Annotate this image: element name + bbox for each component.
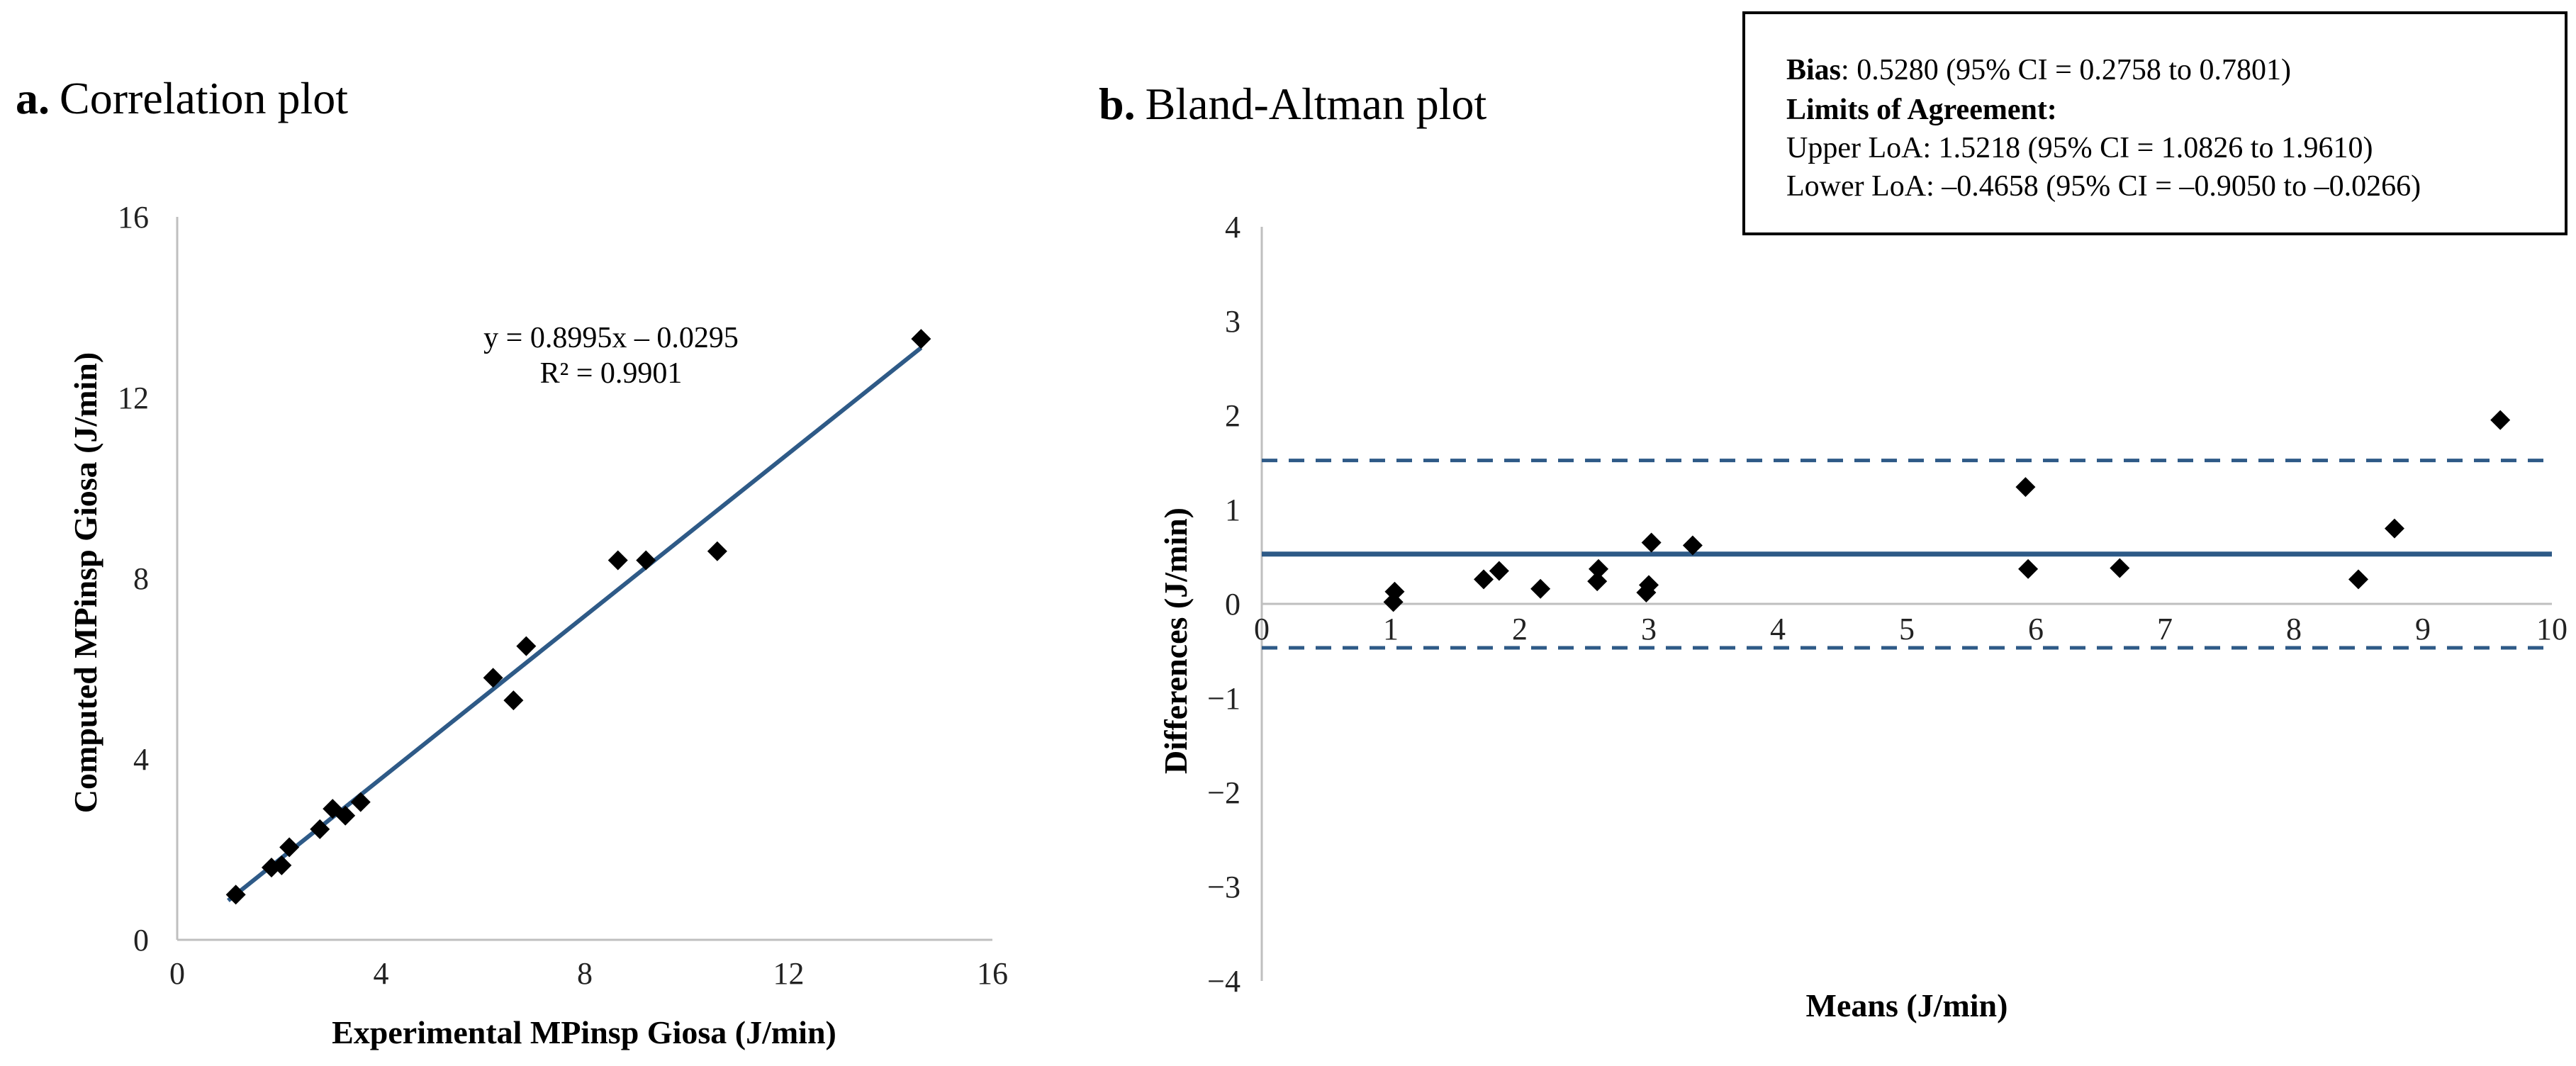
loa-heading: Limits of Agreement:: [1786, 94, 2057, 126]
bland-altman-x-tick-label: 8: [2286, 612, 2302, 646]
bland-altman-x-tick-label: 9: [2415, 612, 2431, 646]
bland-altman-x-tick-label: 7: [2157, 612, 2173, 646]
bland-altman-x-tick-label: 3: [1641, 612, 1657, 646]
correlation-x-tick-label: 0: [169, 956, 185, 991]
correlation-data-point: [503, 690, 524, 711]
bland-altman-x-tick-label: 1: [1383, 612, 1399, 646]
bland-altman-data-point: [2018, 559, 2039, 579]
bias-line: Bias: 0.5280 (95% CI = 0.2758 to 0.7801): [1786, 54, 2291, 86]
bland-altman-data-point: [1474, 569, 1494, 590]
correlation-data-point: [516, 636, 537, 656]
correlation-data-point: [350, 792, 371, 812]
bland-altman-reference-lines: [1262, 459, 2552, 650]
bland-altman-x-tick-label: 0: [1254, 612, 1270, 646]
bland-altman-data-point: [1384, 581, 1405, 602]
bland-altman-y-tick-label: 1: [1225, 493, 1241, 527]
correlation-data-point: [911, 329, 931, 349]
correlation-y-tick-label: 0: [133, 923, 149, 958]
r-squared-label: R² = 0.9901: [540, 357, 683, 390]
correlation-data-point: [636, 550, 656, 571]
correlation-data-point: [707, 541, 727, 561]
lower-loa-text: Lower LoA: –0.4658 (95% CI = –0.9050 to …: [1786, 170, 2421, 203]
correlation-x-tick-label: 4: [374, 956, 389, 991]
bland-altman-x-tick-label: 5: [1899, 612, 1915, 646]
correlation-y-tick-label: 8: [133, 561, 149, 596]
bland-altman-y-tick-label: −4: [1207, 964, 1241, 999]
bland-altman-axes: [1260, 227, 2552, 981]
bland-altman-x-tick-label: 6: [2028, 612, 2044, 646]
correlation-plot-panel: a. Correlation plot 0 4 8 12 16 0 4 8 12 16 y = 0.…: [16, 73, 1008, 1050]
correlation-data-point: [335, 805, 356, 826]
bland-altman-y-tick-label: −3: [1207, 870, 1241, 904]
bland-altman-y-axis-label: Differences (J/min): [1158, 507, 1194, 774]
correlation-data-point: [483, 668, 503, 688]
bland-altman-data-point: [2348, 569, 2368, 590]
correlation-points: [225, 329, 931, 905]
bland-altman-points: [1383, 410, 2511, 612]
bland-altman-data-point: [1489, 561, 1509, 581]
trendline-equation: y = 0.8995x – 0.0295: [483, 322, 739, 354]
bland-altman-y-tick-label: −1: [1207, 681, 1241, 716]
panel-b-title: Bland-Altman plot: [1146, 79, 1487, 129]
bland-altman-x-tick-label: 2: [1512, 612, 1528, 646]
stats-box-border: [1742, 11, 2567, 235]
bland-altman-data-point: [2490, 410, 2511, 430]
correlation-y-tick-label: 16: [118, 200, 149, 235]
bland-altman-data-point: [1639, 575, 1659, 595]
bland-altman-x-tick-label: 10: [2536, 612, 2567, 646]
panel-b-letter: b.: [1099, 79, 1136, 129]
bland-altman-title: b. Bland-Altman plot: [1099, 79, 1487, 129]
bland-altman-y-tick-label: −2: [1207, 775, 1241, 810]
correlation-data-point: [271, 855, 292, 875]
bland-altman-data-point: [2384, 518, 2404, 539]
correlation-plot-title: a. Correlation plot: [16, 73, 348, 123]
correlation-x-tick-label: 12: [773, 956, 805, 991]
panel-a-title: Correlation plot: [60, 73, 348, 123]
bland-altman-y-tick-label: 3: [1225, 304, 1241, 339]
correlation-data-point: [310, 819, 330, 839]
bland-altman-x-tick-label: 4: [1770, 612, 1786, 646]
bias-label: Bias: [1786, 54, 1841, 86]
correlation-data-point: [607, 550, 628, 571]
stats-box: Bias: 0.5280 (95% CI = 0.2758 to 0.7801)…: [1742, 11, 2567, 235]
correlation-x-tick-label: 8: [577, 956, 593, 991]
bland-altman-y-tick-label: 4: [1225, 210, 1241, 245]
correlation-y-axis-label: Computed MPinsp Giosa (J/min): [67, 352, 103, 813]
bland-altman-data-point: [1682, 535, 1703, 556]
bias-text: : 0.5280 (95% CI = 0.2758 to 0.7801): [1841, 54, 2291, 86]
bland-altman-data-point: [1530, 578, 1551, 599]
bland-altman-x-axis-label: Means (J/min): [1806, 987, 2008, 1023]
bland-altman-plot-panel: b. Bland-Altman plot 0 1 2 3 4 5 6 7 8 9 10−4−3−2−1…: [1099, 11, 2567, 1023]
correlation-y-tick-label: 4: [133, 742, 149, 777]
panel-a-letter: a.: [16, 73, 50, 123]
upper-loa-text: Upper LoA: 1.5218 (95% CI = 1.0826 to 1.…: [1786, 132, 2373, 164]
correlation-y-tick-label: 12: [118, 381, 149, 415]
bland-altman-data-point: [1587, 571, 1608, 592]
bland-altman-tick-labels: 0 1 2 3 4 5 6 7 8 9 10 −4 −3 −2 −1 0 1 2 3 4: [1207, 210, 2567, 999]
correlation-x-axis-label: Experimental MPinsp Giosa (J/min): [332, 1014, 836, 1050]
correlation-x-tick-label: 16: [977, 956, 1008, 991]
bland-altman-data-point: [1589, 559, 1609, 579]
bland-altman-y-tick-label: 0: [1225, 587, 1241, 622]
bland-altman-data-point: [2110, 558, 2130, 578]
bland-altman-data-point: [2015, 477, 2036, 498]
correlation-axes: [176, 217, 992, 941]
correlation-tick-labels: 0 4 8 12 16 0 4 8 12 16: [118, 200, 1008, 991]
correlation-data-point: [279, 837, 300, 858]
bland-altman-data-point: [1641, 532, 1662, 553]
bland-altman-y-tick-label: 2: [1225, 398, 1241, 433]
correlation-data-point: [225, 885, 246, 905]
